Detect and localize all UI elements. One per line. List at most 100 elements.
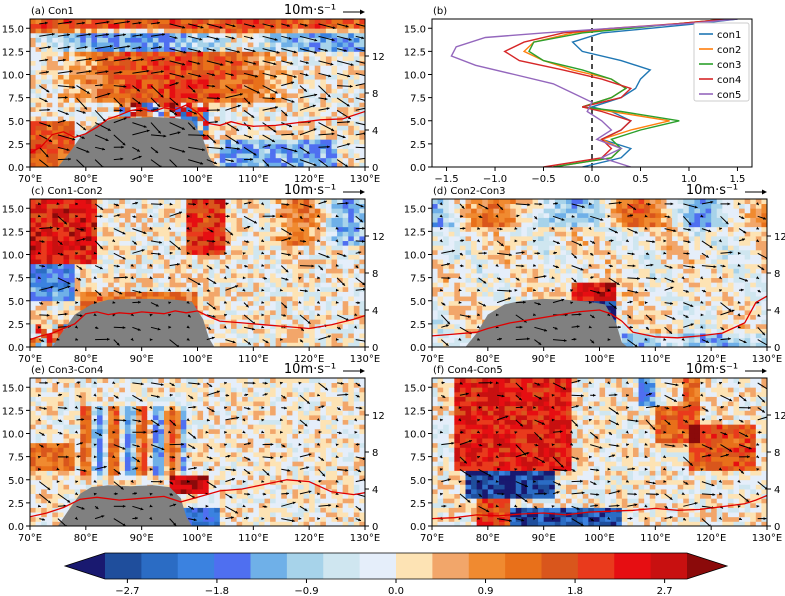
shading-cell: [292, 33, 298, 38]
shading-cell: [164, 268, 170, 273]
shading-cell: [97, 255, 103, 260]
shading-cell: [36, 153, 42, 158]
shading-cell: [237, 38, 243, 43]
shading-cell: [209, 79, 215, 84]
shading-cell: [281, 51, 287, 56]
vector-key-label: 10m·s⁻¹: [284, 183, 336, 198]
shading-cell: [237, 236, 243, 241]
shading-cell: [80, 98, 86, 103]
shading-cell: [181, 264, 187, 269]
shading-cell: [47, 61, 53, 66]
shading-cell: [265, 65, 271, 70]
shading-cell: [175, 222, 181, 227]
shading-cell: [332, 250, 338, 255]
shading-cell: [119, 208, 125, 213]
shading-cell: [147, 51, 153, 56]
shading-cell: [237, 296, 243, 301]
shading-cell: [220, 130, 226, 135]
shading-cell: [253, 315, 259, 320]
shading-cell: [108, 65, 114, 70]
shading-cell: [304, 338, 310, 343]
shading-cell: [337, 88, 343, 93]
shading-cell: [75, 79, 81, 84]
shading-cell: [64, 208, 70, 213]
shading-cell: [292, 65, 298, 70]
shading-cell: [75, 93, 81, 98]
shading-cell: [287, 42, 293, 47]
shading-cell: [315, 204, 321, 209]
shading-cell: [80, 38, 86, 43]
shading-cell: [69, 65, 75, 70]
shading-cell: [153, 268, 159, 273]
shading-cell: [30, 236, 36, 241]
shading-cell: [304, 231, 310, 236]
shading-cell: [69, 301, 75, 306]
shading-cell: [253, 149, 259, 154]
shading-cell: [36, 208, 42, 213]
shading-cell: [248, 245, 254, 250]
shading-cell: [175, 65, 181, 70]
shading-cell: [108, 112, 114, 117]
shading-cell: [281, 88, 287, 93]
shading-cell: [348, 282, 354, 287]
shading-cell: [164, 218, 170, 223]
shading-cell: [97, 24, 103, 29]
shading-cell: [164, 231, 170, 236]
shading-cell: [30, 329, 36, 334]
shading-cell: [36, 287, 42, 292]
shading-cell: [220, 88, 226, 93]
shading-cell: [198, 278, 204, 283]
shading-cell: [320, 149, 326, 154]
shading-cell: [332, 268, 338, 273]
shading-cell: [75, 28, 81, 33]
shading-cell: [175, 19, 181, 24]
shading-cell: [41, 107, 47, 112]
shading-cell: [309, 278, 315, 283]
shading-cell: [304, 135, 310, 140]
shading-cell: [181, 245, 187, 250]
shading-cell: [58, 28, 64, 33]
shading-cell: [304, 301, 310, 306]
shading-cell: [86, 245, 92, 250]
shading-cell: [158, 227, 164, 232]
shading-cell: [304, 56, 310, 61]
shading-cell: [69, 241, 75, 246]
shading-cell: [186, 79, 192, 84]
shading-cell: [326, 102, 332, 107]
shading-cell: [220, 79, 226, 84]
shading-cell: [103, 250, 109, 255]
shading-cell: [276, 98, 282, 103]
shading-cell: [231, 51, 237, 56]
shading-cell: [343, 301, 349, 306]
shading-cell: [276, 204, 282, 209]
shading-cell: [304, 153, 310, 158]
shading-cell: [225, 333, 231, 338]
shading-cell: [158, 236, 164, 241]
shading-cell: [276, 153, 282, 158]
shading-cell: [36, 79, 42, 84]
shading-cell: [343, 93, 349, 98]
shading-cell: [315, 139, 321, 144]
shading-cell: [454, 324, 460, 329]
shading-cell: [265, 241, 271, 246]
shading-cell: [52, 51, 58, 56]
shading-cell: [270, 93, 276, 98]
shading-cell: [449, 287, 455, 292]
shading-cell: [52, 61, 58, 66]
shading-cell: [276, 158, 282, 163]
shading-cell: [147, 259, 153, 264]
shading-cell: [281, 93, 287, 98]
shading-cell: [343, 264, 349, 269]
shading-cell: [75, 51, 81, 56]
shading-cell: [315, 259, 321, 264]
shading-cell: [276, 231, 282, 236]
shading-cell: [231, 324, 237, 329]
shading-cell: [158, 38, 164, 43]
shading-cell: [225, 153, 231, 158]
shading-cell: [103, 88, 109, 93]
shading-cell: [153, 236, 159, 241]
shading-cell: [292, 278, 298, 283]
shading-cell: [443, 227, 449, 232]
shading-cell: [292, 158, 298, 163]
shading-cell: [337, 287, 343, 292]
